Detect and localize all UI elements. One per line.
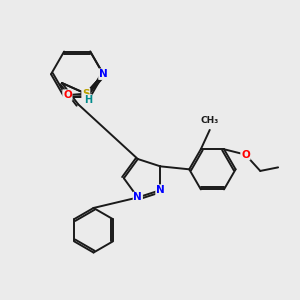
Text: H: H [84, 95, 92, 105]
Text: N: N [156, 185, 165, 195]
Text: CH₃: CH₃ [201, 116, 219, 124]
Text: O: O [63, 90, 72, 100]
Text: N: N [99, 69, 108, 79]
Text: N: N [134, 193, 142, 202]
Text: S: S [82, 88, 90, 99]
Text: O: O [241, 150, 250, 160]
